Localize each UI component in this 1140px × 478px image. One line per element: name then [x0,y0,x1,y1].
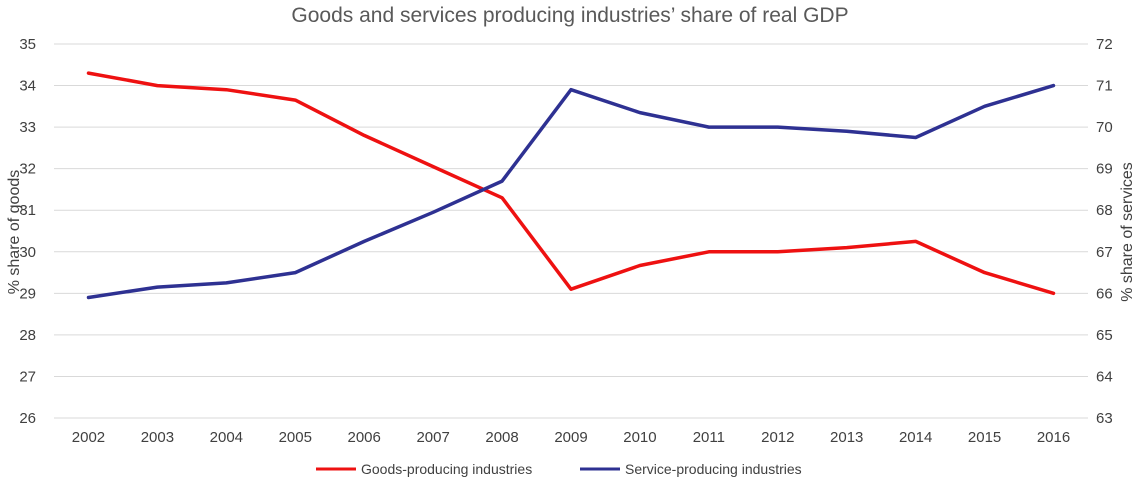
x-tick-label: 2011 [693,429,725,446]
x-tick-label: 2009 [554,429,587,446]
x-tick-label: 2008 [485,429,518,446]
x-tick-label: 2014 [899,429,932,446]
x-tick-label: 2016 [1037,429,1070,446]
chart-title: Goods and services producing industries’… [291,4,848,27]
right-tick-label: 72 [1096,36,1113,53]
left-tick-label: 33 [19,119,36,136]
right-axis-ticks: 72 71 70 69 68 67 66 65 64 63 [1096,36,1113,427]
gridlines [54,43,1088,419]
x-tick-label: 2010 [623,429,656,446]
right-tick-label: 68 [1096,202,1113,219]
x-tick-label: 2002 [72,429,105,446]
x-tick-label: 2012 [761,429,794,446]
left-tick-label: 31 [19,202,36,219]
x-tick-label: 2003 [141,429,174,446]
left-tick-label: 28 [19,327,36,344]
x-tick-label: 2007 [416,429,449,446]
series-line-goods [86,71,1056,296]
right-tick-label: 71 [1096,78,1113,95]
x-tick-label: 2006 [348,429,381,446]
left-tick-label: 32 [19,161,36,178]
left-axis-ticks: 35 34 33 32 31 30 29 28 27 26 [19,36,36,427]
left-tick-label: 27 [19,368,36,385]
right-tick-label: 64 [1096,368,1113,385]
x-tick-label: 2015 [968,429,1001,446]
left-tick-label: 35 [19,36,36,53]
left-tick-label: 26 [19,410,36,427]
right-tick-label: 69 [1096,161,1113,178]
x-tick-label: 2005 [279,429,312,446]
x-axis-ticks: 2002 2003 2004 2005 2006 2007 2008 2009 2010 2011… [72,429,1070,446]
right-tick-label: 70 [1096,119,1113,136]
right-tick-label: 65 [1096,327,1113,344]
series-line-services [86,83,1056,300]
legend-label-services: Service-producing industries [625,461,802,477]
left-tick-label: 34 [19,78,36,95]
right-axis-title: % share of services [1119,162,1136,302]
right-tick-label: 63 [1096,410,1113,427]
left-axis-title: % share of goods [6,170,23,295]
series-lines [86,71,1056,300]
x-tick-label: 2013 [830,429,863,446]
right-tick-label: 66 [1096,285,1113,302]
left-tick-label: 29 [19,285,36,302]
left-tick-label: 30 [19,244,36,261]
x-tick-label: 2004 [210,429,243,446]
legend-label-goods: Goods-producing industries [361,461,532,477]
legend: Goods-producing industries Service-produ… [316,461,802,477]
right-tick-label: 67 [1096,244,1113,261]
